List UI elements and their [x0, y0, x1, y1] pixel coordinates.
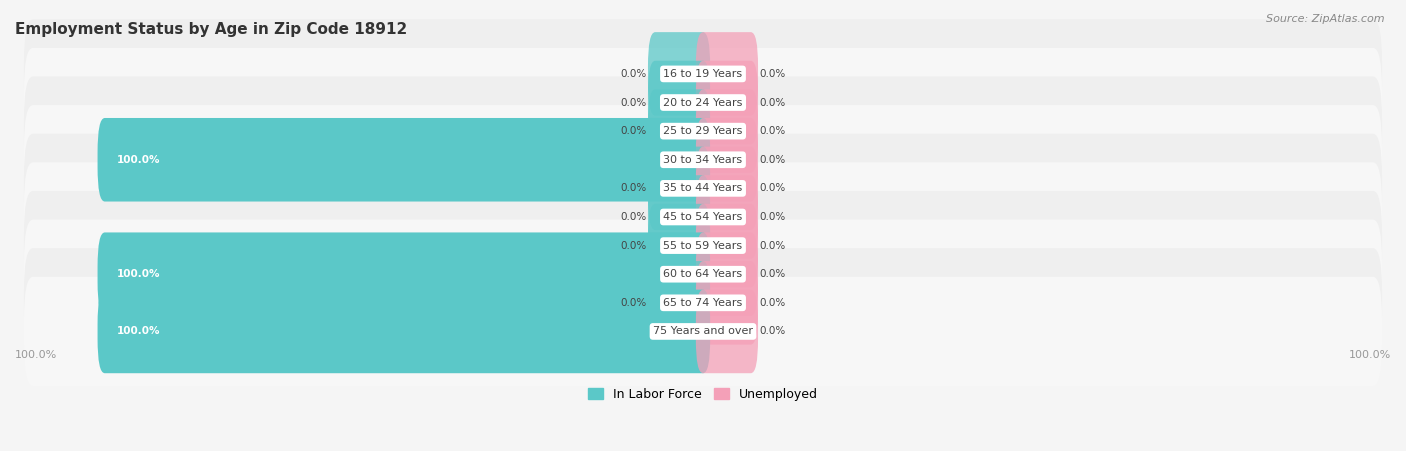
FancyBboxPatch shape — [24, 19, 1382, 129]
FancyBboxPatch shape — [696, 118, 758, 202]
FancyBboxPatch shape — [97, 232, 710, 316]
Text: 0.0%: 0.0% — [620, 240, 647, 251]
FancyBboxPatch shape — [24, 133, 1382, 243]
Text: 0.0%: 0.0% — [759, 184, 786, 193]
FancyBboxPatch shape — [696, 204, 758, 287]
FancyBboxPatch shape — [24, 277, 1382, 386]
FancyBboxPatch shape — [24, 220, 1382, 329]
Text: 0.0%: 0.0% — [759, 155, 786, 165]
FancyBboxPatch shape — [24, 48, 1382, 157]
Text: 60 to 64 Years: 60 to 64 Years — [664, 269, 742, 279]
Text: 75 Years and over: 75 Years and over — [652, 327, 754, 336]
Text: 0.0%: 0.0% — [759, 298, 786, 308]
FancyBboxPatch shape — [648, 147, 710, 230]
Text: 0.0%: 0.0% — [620, 97, 647, 107]
FancyBboxPatch shape — [24, 191, 1382, 300]
FancyBboxPatch shape — [696, 175, 758, 259]
FancyBboxPatch shape — [648, 175, 710, 259]
Text: 45 to 54 Years: 45 to 54 Years — [664, 212, 742, 222]
Text: 0.0%: 0.0% — [759, 269, 786, 279]
Text: 55 to 59 Years: 55 to 59 Years — [664, 240, 742, 251]
FancyBboxPatch shape — [648, 204, 710, 287]
FancyBboxPatch shape — [648, 61, 710, 144]
Text: 0.0%: 0.0% — [620, 212, 647, 222]
FancyBboxPatch shape — [696, 261, 758, 345]
FancyBboxPatch shape — [24, 248, 1382, 358]
Text: 20 to 24 Years: 20 to 24 Years — [664, 97, 742, 107]
Text: 16 to 19 Years: 16 to 19 Years — [664, 69, 742, 79]
FancyBboxPatch shape — [648, 261, 710, 345]
Text: 100.0%: 100.0% — [117, 155, 160, 165]
Text: 0.0%: 0.0% — [759, 126, 786, 136]
Text: 100.0%: 100.0% — [15, 350, 58, 360]
FancyBboxPatch shape — [648, 32, 710, 116]
FancyBboxPatch shape — [24, 105, 1382, 214]
Text: 0.0%: 0.0% — [620, 69, 647, 79]
FancyBboxPatch shape — [696, 290, 758, 373]
Text: 100.0%: 100.0% — [117, 327, 160, 336]
Text: 0.0%: 0.0% — [620, 184, 647, 193]
FancyBboxPatch shape — [696, 89, 758, 173]
Text: 100.0%: 100.0% — [1348, 350, 1391, 360]
FancyBboxPatch shape — [696, 232, 758, 316]
FancyBboxPatch shape — [648, 89, 710, 173]
Text: Source: ZipAtlas.com: Source: ZipAtlas.com — [1267, 14, 1385, 23]
Text: 35 to 44 Years: 35 to 44 Years — [664, 184, 742, 193]
Legend: In Labor Force, Unemployed: In Labor Force, Unemployed — [583, 383, 823, 406]
Text: 30 to 34 Years: 30 to 34 Years — [664, 155, 742, 165]
Text: 0.0%: 0.0% — [620, 126, 647, 136]
FancyBboxPatch shape — [24, 162, 1382, 272]
Text: 0.0%: 0.0% — [759, 240, 786, 251]
Text: 0.0%: 0.0% — [620, 298, 647, 308]
Text: 65 to 74 Years: 65 to 74 Years — [664, 298, 742, 308]
FancyBboxPatch shape — [97, 118, 710, 202]
Text: 25 to 29 Years: 25 to 29 Years — [664, 126, 742, 136]
Text: 0.0%: 0.0% — [759, 69, 786, 79]
Text: 0.0%: 0.0% — [759, 212, 786, 222]
FancyBboxPatch shape — [24, 77, 1382, 186]
FancyBboxPatch shape — [696, 61, 758, 144]
Text: Employment Status by Age in Zip Code 18912: Employment Status by Age in Zip Code 189… — [15, 23, 408, 37]
FancyBboxPatch shape — [696, 32, 758, 116]
FancyBboxPatch shape — [696, 147, 758, 230]
Text: 100.0%: 100.0% — [117, 269, 160, 279]
FancyBboxPatch shape — [97, 290, 710, 373]
Text: 0.0%: 0.0% — [759, 97, 786, 107]
Text: 0.0%: 0.0% — [759, 327, 786, 336]
